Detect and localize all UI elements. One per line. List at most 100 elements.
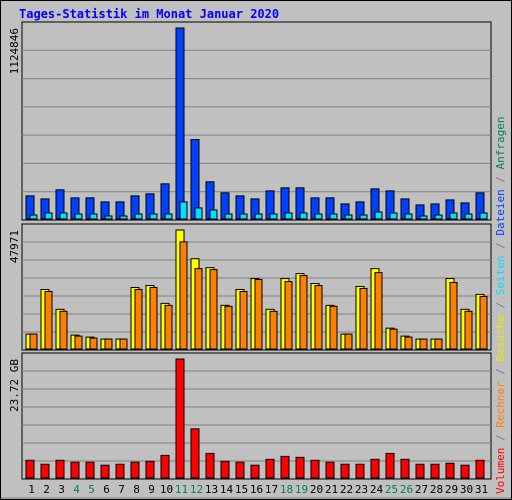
- x-tick-label: 16: [250, 483, 263, 496]
- legend-entry: Anfragen: [494, 116, 507, 169]
- bar: [449, 282, 458, 350]
- bar: [359, 287, 368, 350]
- bar: [89, 337, 98, 350]
- bar: [464, 310, 473, 350]
- bar: [205, 452, 215, 479]
- x-tick-label: 3: [58, 483, 65, 496]
- bar: [149, 286, 158, 350]
- bar: [404, 336, 413, 350]
- bar: [29, 333, 38, 350]
- x-tick-label: 4: [73, 483, 80, 496]
- bar: [370, 458, 380, 479]
- bar: [145, 460, 155, 479]
- bar: [100, 464, 110, 479]
- bar: [119, 215, 128, 220]
- bar: [190, 428, 200, 479]
- x-tick-label: 23: [355, 483, 368, 496]
- bar: [449, 212, 458, 220]
- bar: [329, 305, 338, 350]
- x-tick-label: 15: [235, 483, 248, 496]
- bar: [325, 461, 335, 479]
- legend-entry: Dateien: [494, 189, 507, 235]
- legend-separator: /: [494, 236, 507, 256]
- x-tick-label: 22: [340, 483, 353, 496]
- bar: [119, 338, 128, 350]
- bar: [329, 213, 338, 220]
- bar: [179, 201, 188, 220]
- bar: [415, 463, 425, 479]
- bar: [344, 214, 353, 220]
- bar: [430, 463, 440, 479]
- bar: [340, 463, 350, 479]
- bar: [310, 459, 320, 479]
- panel: [21, 352, 492, 480]
- x-tick-label: 10: [160, 483, 173, 496]
- bar: [295, 456, 305, 479]
- x-tick-label: 31: [475, 483, 488, 496]
- bar: [385, 452, 395, 479]
- bar: [224, 305, 233, 350]
- bar: [299, 212, 308, 220]
- bar: [479, 212, 488, 220]
- x-tick-label: 6: [103, 483, 110, 496]
- legend: Volumen / Rechner / Besuche / Seiten / D…: [494, 116, 507, 494]
- bar: [284, 212, 293, 220]
- chart-title: Tages-Statistik im Monat Januar 2020: [19, 7, 279, 21]
- x-tick-label: 14: [220, 483, 234, 496]
- legend-separator: /: [494, 169, 507, 189]
- bar: [314, 284, 323, 350]
- bar: [464, 213, 473, 220]
- bar: [269, 310, 278, 350]
- x-tick-label: 28: [430, 483, 443, 496]
- x-tick-label: 9: [148, 483, 155, 496]
- x-tick-label: 7: [118, 483, 125, 496]
- bar: [160, 454, 170, 479]
- bar: [344, 333, 353, 350]
- legend-entry: Besuche: [494, 315, 507, 361]
- bar: [280, 455, 290, 479]
- legend-entry: Rechner: [494, 381, 507, 428]
- bar: [479, 295, 488, 350]
- legend-entry: Volumen: [494, 448, 507, 494]
- bar: [25, 459, 35, 479]
- bar: [29, 214, 38, 220]
- x-tick-label: 13: [205, 483, 218, 496]
- bar: [164, 304, 173, 350]
- bar: [44, 290, 53, 350]
- bar: [70, 461, 80, 479]
- legend-separator: /: [494, 362, 507, 382]
- bar: [224, 213, 233, 220]
- bar: [104, 338, 113, 350]
- bar: [400, 458, 410, 479]
- bar: [374, 211, 383, 220]
- x-tick-label: 29: [445, 483, 458, 496]
- bar: [314, 213, 323, 220]
- bar: [434, 214, 443, 220]
- bar: [284, 281, 293, 350]
- y-tick-label: 1124846: [8, 28, 21, 74]
- bar: [74, 213, 83, 220]
- bar: [175, 358, 185, 479]
- bar: [419, 215, 428, 220]
- bar: [194, 207, 203, 220]
- bar: [194, 268, 203, 350]
- bar: [254, 279, 263, 350]
- x-tick-label: 19: [295, 483, 308, 496]
- bar: [209, 209, 218, 220]
- bar: [389, 328, 398, 350]
- bar: [40, 463, 50, 479]
- bar: [359, 214, 368, 220]
- bar: [59, 212, 68, 220]
- bar: [419, 338, 428, 350]
- bar: [355, 463, 365, 479]
- x-tick-label: 25: [385, 483, 398, 496]
- bar: [254, 213, 263, 220]
- bar: [220, 460, 230, 479]
- x-tick-label: 2: [43, 483, 50, 496]
- bar: [89, 213, 98, 220]
- y-tick-label: 23.72 GB: [8, 359, 21, 412]
- x-tick-label: 27: [415, 483, 428, 496]
- bar: [404, 213, 413, 220]
